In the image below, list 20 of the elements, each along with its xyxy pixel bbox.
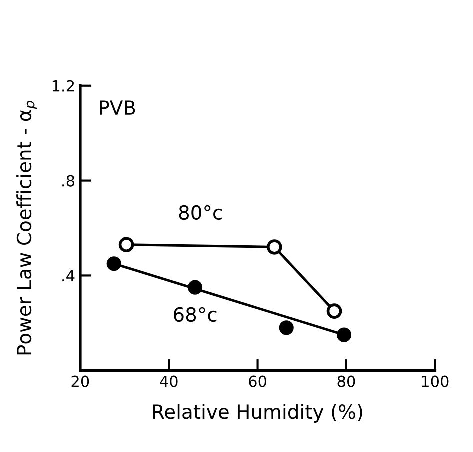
point: [326, 304, 342, 319]
x-axis-title: Relative Humidity (%): [153, 404, 362, 423]
point: [266, 240, 282, 255]
point: [336, 328, 352, 342]
x-tick-label: 100: [422, 376, 449, 388]
point: [279, 320, 294, 336]
x-tick-label: 40: [160, 376, 178, 388]
series-label: 68°c: [174, 307, 217, 322]
x-tick-label: 60: [249, 376, 266, 388]
point: [118, 237, 134, 253]
x-tick-label: 80: [338, 376, 356, 388]
series-label: 80°c: [179, 205, 222, 220]
y-tick-label: .4: [62, 270, 75, 282]
y-tick-label: .8: [62, 175, 75, 187]
point: [106, 256, 122, 272]
x-tick-label: 20: [72, 376, 90, 388]
y-axis-title: Power Law Coefficient - α$_{p}$: [16, 101, 38, 355]
point: [188, 280, 203, 295]
annotation: PVB: [100, 100, 136, 115]
y-tick-label: 1.2: [52, 80, 74, 92]
